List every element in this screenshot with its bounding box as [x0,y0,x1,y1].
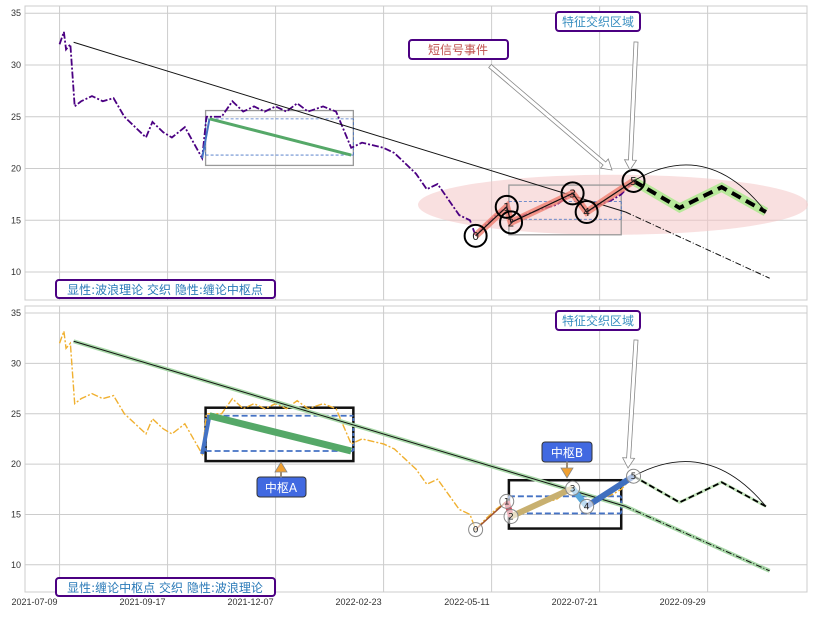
wave-point-label: 2 [508,512,514,522]
wave-point-marker [499,210,524,235]
pivot-a-label: 中枢A [256,476,307,498]
x-tick-label: 2021-09-17 [120,597,166,607]
short-signal-arrow [488,63,613,171]
wave-point-label: 0 [472,230,479,243]
y-tick-label: 35 [11,308,21,318]
pivot-b-label: 中枢B [541,441,593,463]
forecast-arc [633,164,767,213]
pivot-b-text: 中枢B [551,445,583,460]
wave-point-marker [565,480,581,496]
short-signal-label: 短信号事件 [408,39,509,60]
legend-bottom: 显性:缠论中枢点 交织 隐性:波浪理论 [55,577,276,597]
wave-point-label: 0 [473,526,479,536]
plot-area [24,305,808,593]
legend-top-text: 显性:波浪理论 交织 隐性:缠论中枢点 [67,282,263,297]
y-tick-label: 35 [11,8,21,18]
wave-point-label: 4 [583,206,590,219]
feature-zone-text: 特征交织区域 [562,14,634,29]
wave-point-marker [560,181,585,206]
feature-zone-text: 特征交织区域 [562,313,634,328]
short-signal-text: 短信号事件 [428,43,488,57]
up-leg [200,415,212,455]
feature-zone-label-bottom: 特征交织区域 [555,310,641,331]
trend-line-projection [625,211,770,279]
legend-top: 显性:波浪理论 交织 隐性:缠论中枢点 [55,279,276,299]
wave-point-label: 3 [569,187,576,200]
wave-point-label: 3 [570,484,576,494]
y-tick-label: 30 [11,60,21,70]
x-tick-label: 2022-05-11 [444,597,489,607]
pivot-a-text: 中枢A [265,480,298,495]
wave-segment [509,485,574,520]
up-leg [201,118,211,159]
trend-line [73,340,626,507]
feature-zone-arrow-bottom [621,339,639,469]
y-tick-label: 30 [11,358,21,368]
x-tick-label: 2022-02-23 [336,597,382,607]
wave-point-marker [621,168,646,193]
wave-point-marker [468,522,484,538]
trend-line-projection [625,505,770,572]
wave-point-label: 2 [508,216,515,229]
y-tick-label: 20 [11,459,21,469]
wave-point-label: 5 [630,175,637,188]
x-tick-label: 2022-07-21 [552,597,598,607]
x-tick-label: 2022-09-29 [660,597,706,607]
y-tick-label: 10 [11,267,21,277]
wave-line [475,180,634,237]
wave-point-marker [494,194,519,219]
forecast-arc [633,461,767,507]
wave-point-marker [499,493,515,509]
feature-zone-arrow-top [623,41,639,171]
pivot-a-segment [208,412,353,455]
trend-line [73,41,626,213]
projection-line [633,475,767,508]
wave-point-marker [626,468,642,484]
y-tick-label: 25 [11,409,21,419]
wave-point-label: 1 [504,497,510,507]
projection-halo [631,177,769,216]
pivot-a-arrow [274,461,288,478]
pivot-b-arrow [560,461,574,479]
feature-zone-label-top: 特征交织区域 [555,11,641,32]
wave-point-marker [503,508,519,524]
x-tick-label: 2021-12-07 [228,597,274,607]
x-tick-label: 2021-07-09 [12,597,58,607]
pivot-a-segment [209,117,352,157]
legend-bottom-text: 显性:缠论中枢点 交织 隐性:波浪理论 [67,580,263,595]
y-tick-label: 10 [11,560,21,570]
y-tick-label: 15 [11,215,21,225]
y-tick-label: 20 [11,164,21,174]
y-tick-label: 15 [11,509,21,519]
wave-point-marker [463,223,488,248]
wave-point-label: 4 [584,502,590,512]
y-tick-label: 25 [11,112,21,122]
wave-point-label: 5 [631,472,637,482]
wave-point-label: 1 [503,201,510,214]
wave-point-marker [579,498,595,514]
wave-point-marker [574,200,599,225]
wave-segment [585,473,636,509]
